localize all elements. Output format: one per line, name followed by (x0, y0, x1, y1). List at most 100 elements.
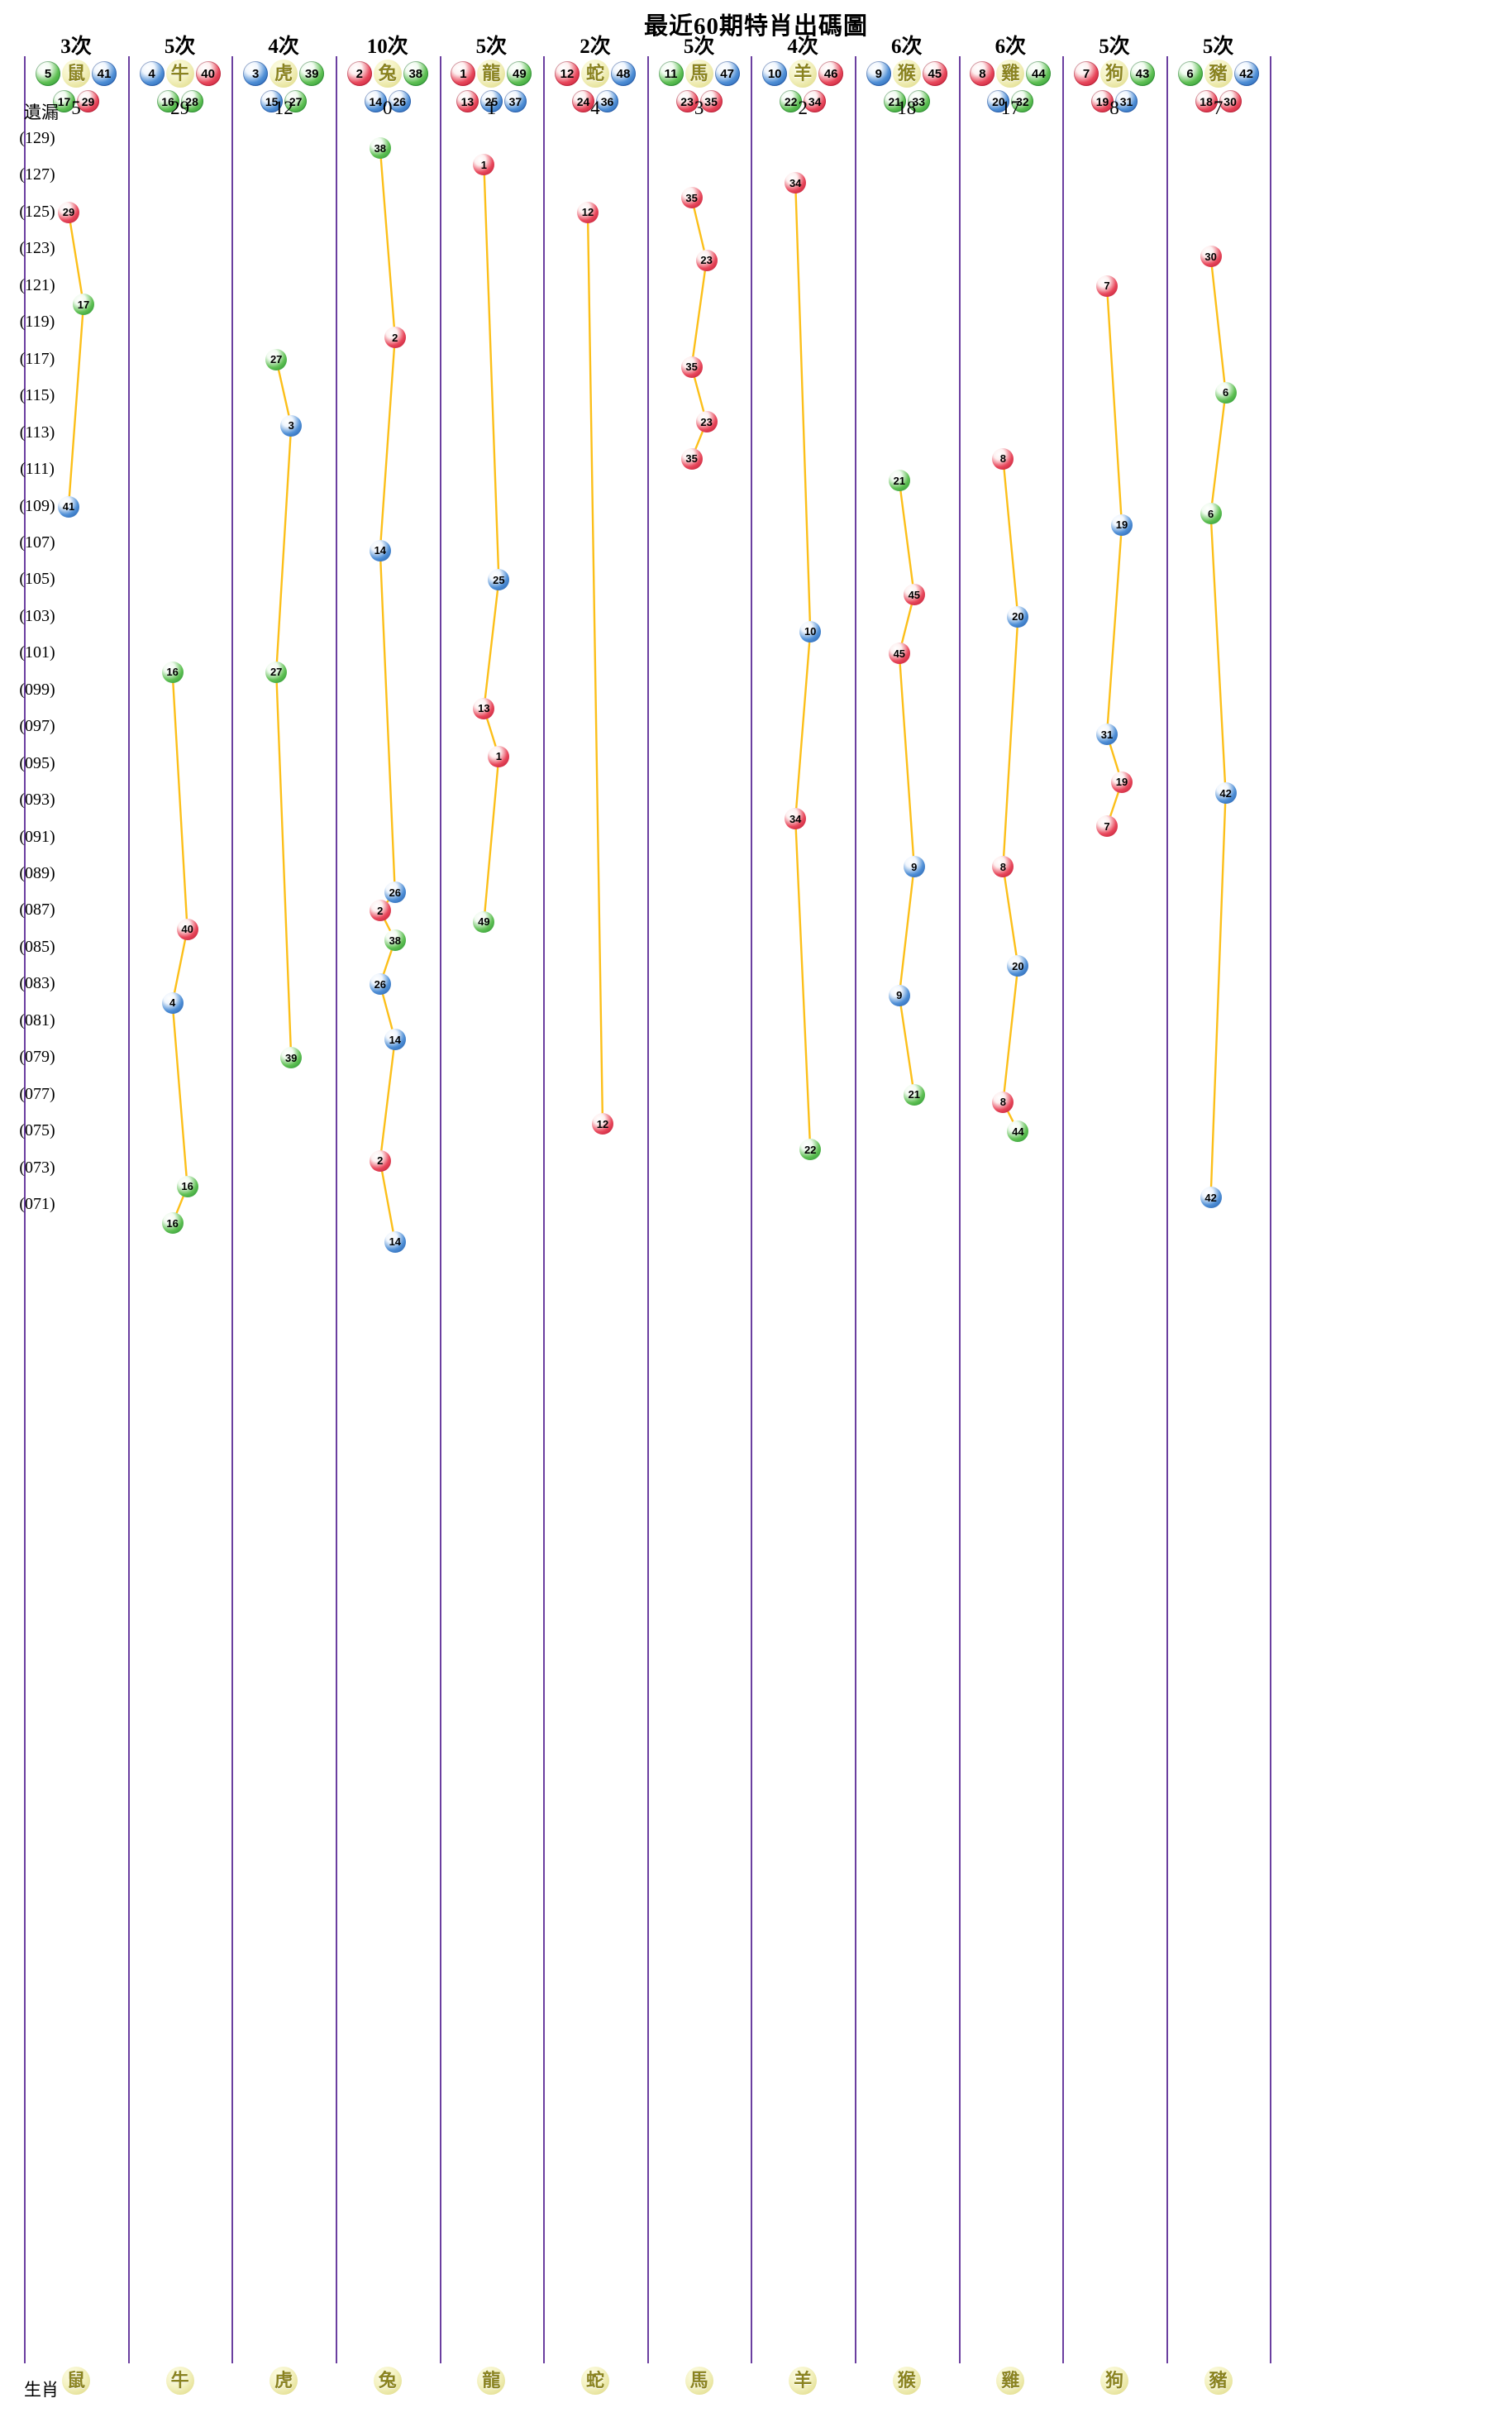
zodiac-ball[interactable]: 羊 (789, 60, 818, 88)
number-ball[interactable]: 16 (156, 90, 179, 112)
number-ball[interactable]: 31 (1115, 90, 1138, 112)
plot-ball[interactable]: 23 (695, 249, 718, 271)
number-ball[interactable]: 7 (1074, 61, 1099, 86)
footer-zodiac-豬[interactable]: 豬 (1194, 2367, 1243, 2395)
footer-zodiac-蛇[interactable]: 蛇 (570, 2367, 620, 2395)
plot-ball[interactable]: 35 (680, 447, 703, 470)
number-ball[interactable]: 2 (346, 61, 372, 86)
zodiac-ball[interactable]: 虎 (269, 60, 298, 88)
number-ball[interactable]: 45 (922, 61, 947, 86)
plot-ball[interactable]: 19 (1111, 514, 1133, 536)
column-header-鼠[interactable]: 3次 5 鼠 41 17 29 (25, 36, 127, 112)
number-ball[interactable]: 4 (139, 61, 165, 86)
zodiac-ball[interactable]: 鼠 (62, 2367, 90, 2395)
number-ball[interactable]: 18 (1195, 90, 1218, 112)
footer-zodiac-猴[interactable]: 猴 (882, 2367, 932, 2395)
plot-ball[interactable]: 7 (1096, 275, 1118, 297)
column-header-雞[interactable]: 6次 8 雞 44 20 32 (959, 36, 1061, 112)
zodiac-ball[interactable]: 猴 (892, 60, 921, 88)
number-ball[interactable]: 37 (503, 90, 527, 112)
plot-ball[interactable]: 14 (384, 1230, 406, 1253)
plot-ball[interactable]: 4 (161, 991, 184, 1014)
plot-ball[interactable]: 12 (592, 1113, 613, 1135)
number-ball[interactable]: 8 (970, 61, 995, 86)
plot-ball[interactable]: 30 (1200, 246, 1222, 268)
column-header-兔[interactable]: 10次 2 兔 38 14 26 (336, 36, 439, 112)
plot-ball[interactable]: 35 (680, 356, 703, 378)
plot-ball[interactable]: 42 (1200, 1187, 1222, 1209)
column-header-蛇[interactable]: 2次 12 蛇 48 24 36 (544, 36, 646, 112)
number-ball[interactable]: 42 (1233, 61, 1259, 86)
plot-ball[interactable]: 7 (1096, 815, 1118, 838)
plot-ball[interactable]: 34 (785, 808, 807, 830)
number-ball[interactable]: 23 (675, 90, 699, 112)
number-ball[interactable]: 47 (714, 61, 740, 86)
zodiac-ball[interactable]: 雞 (996, 60, 1025, 88)
number-ball[interactable]: 12 (555, 61, 580, 86)
zodiac-ball[interactable]: 虎 (269, 2367, 298, 2395)
zodiac-ball[interactable]: 蛇 (581, 60, 609, 88)
zodiac-ball[interactable]: 馬 (684, 60, 713, 88)
plot-ball[interactable]: 2 (369, 1149, 391, 1172)
plot-ball[interactable]: 2 (384, 327, 406, 349)
number-ball[interactable]: 49 (507, 61, 532, 86)
number-ball[interactable]: 40 (195, 61, 221, 86)
zodiac-ball[interactable]: 馬 (684, 2367, 713, 2395)
plot-ball[interactable]: 27 (265, 348, 288, 370)
plot-ball[interactable]: 8 (992, 447, 1014, 470)
column-header-狗[interactable]: 5次 7 狗 43 19 31 (1063, 36, 1166, 112)
plot-ball[interactable]: 9 (903, 856, 925, 878)
plot-ball[interactable]: 35 (680, 187, 703, 209)
plot-ball[interactable]: 41 (58, 495, 79, 518)
plot-ball[interactable]: 10 (799, 620, 822, 643)
number-ball[interactable]: 22 (780, 90, 803, 112)
number-ball[interactable]: 14 (364, 90, 387, 112)
plot-ball[interactable]: 49 (473, 910, 495, 933)
plot-ball[interactable]: 16 (161, 1212, 184, 1235)
number-ball[interactable]: 48 (611, 61, 636, 86)
plot-ball[interactable]: 12 (577, 201, 599, 223)
number-ball[interactable]: 20 (987, 90, 1010, 112)
plot-ball[interactable]: 9 (888, 984, 910, 1006)
plot-ball[interactable]: 16 (161, 661, 184, 683)
number-ball[interactable]: 5 (36, 61, 60, 86)
plot-ball[interactable]: 13 (473, 697, 495, 719)
footer-zodiac-羊[interactable]: 羊 (778, 2367, 828, 2395)
plot-ball[interactable]: 20 (1007, 605, 1029, 628)
plot-ball[interactable]: 38 (369, 137, 391, 160)
footer-zodiac-虎[interactable]: 虎 (259, 2367, 308, 2395)
number-ball[interactable]: 9 (866, 61, 891, 86)
zodiac-ball[interactable]: 豬 (1204, 60, 1233, 88)
number-ball[interactable]: 35 (699, 90, 723, 112)
zodiac-ball[interactable]: 鼠 (62, 60, 90, 88)
number-ball[interactable]: 25 (479, 90, 503, 112)
footer-zodiac-兔[interactable]: 兔 (363, 2367, 413, 2395)
column-header-龍[interactable]: 5次 1 龍 49 13 25 37 (440, 36, 542, 112)
footer-zodiac-狗[interactable]: 狗 (1090, 2367, 1139, 2395)
number-ball[interactable]: 33 (907, 90, 930, 112)
plot-ball[interactable]: 6 (1214, 381, 1237, 404)
number-ball[interactable]: 27 (284, 90, 308, 112)
zodiac-ball[interactable]: 蛇 (581, 2367, 609, 2395)
plot-ball[interactable]: 6 (1200, 503, 1222, 525)
plot-ball[interactable]: 2 (369, 900, 391, 922)
number-ball[interactable]: 29 (77, 90, 99, 112)
zodiac-ball[interactable]: 牛 (165, 60, 194, 88)
plot-ball[interactable]: 14 (384, 1029, 406, 1051)
plot-ball[interactable]: 8 (992, 1091, 1014, 1113)
footer-zodiac-龍[interactable]: 龍 (466, 2367, 516, 2395)
plot-ball[interactable]: 19 (1111, 771, 1133, 793)
zodiac-ball[interactable]: 狗 (1100, 60, 1128, 88)
footer-zodiac-鼠[interactable]: 鼠 (51, 2367, 101, 2395)
number-ball[interactable]: 28 (180, 90, 203, 112)
number-ball[interactable]: 46 (818, 61, 844, 86)
number-ball[interactable]: 24 (572, 90, 594, 112)
plot-ball[interactable]: 20 (1007, 955, 1029, 977)
plot-ball[interactable]: 17 (73, 294, 94, 316)
column-header-馬[interactable]: 5次 11 馬 47 23 35 (648, 36, 751, 112)
number-ball[interactable]: 26 (388, 90, 411, 112)
plot-ball[interactable]: 8 (992, 856, 1014, 878)
plot-ball[interactable]: 39 (280, 1047, 303, 1069)
plot-ball[interactable]: 45 (888, 643, 910, 665)
number-ball[interactable]: 1 (451, 61, 476, 86)
